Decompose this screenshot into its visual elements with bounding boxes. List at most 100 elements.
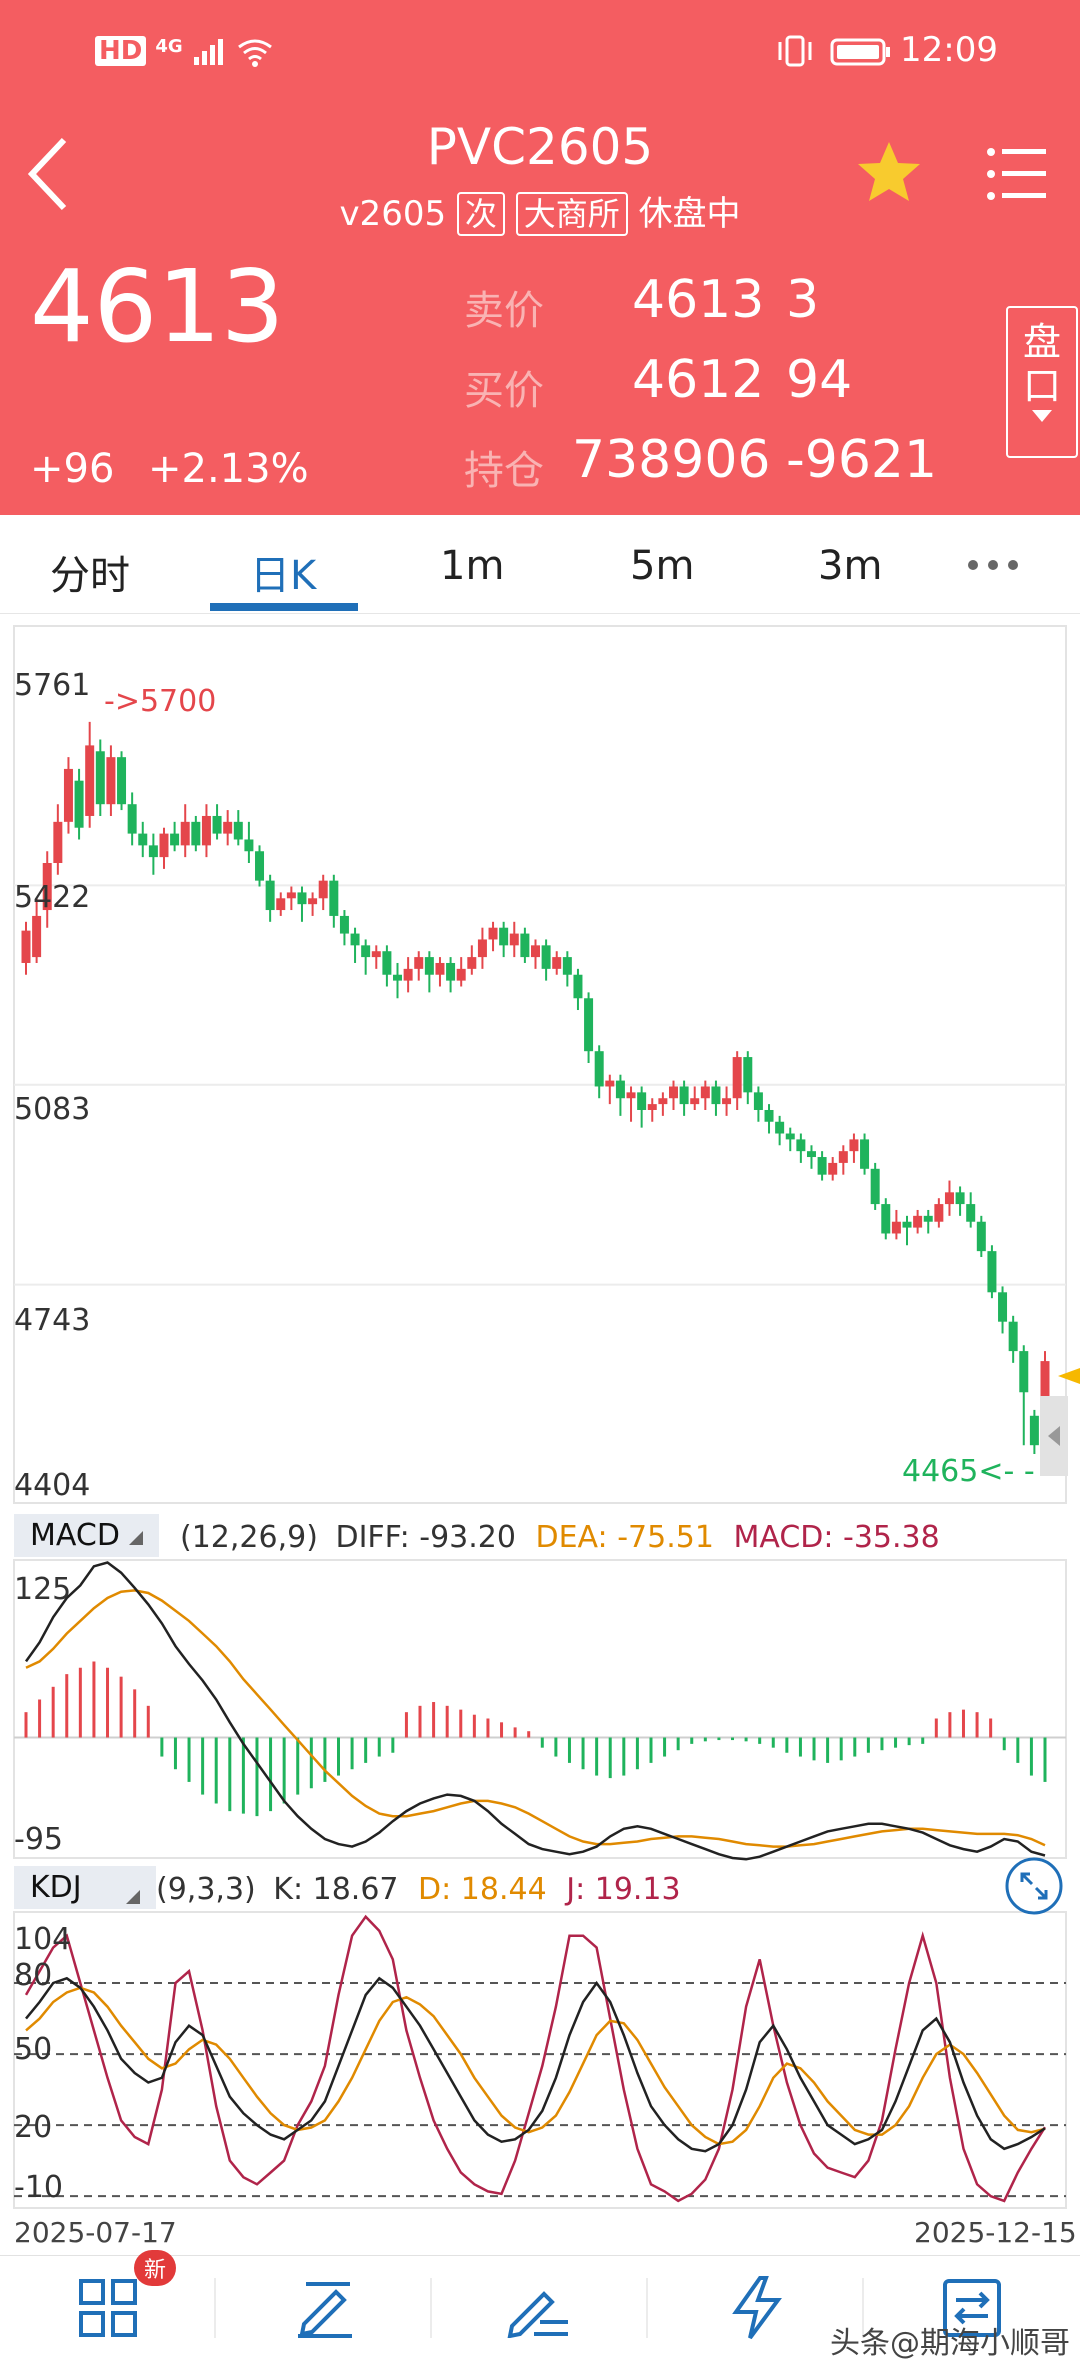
candle-body xyxy=(647,1104,657,1110)
candle-body xyxy=(796,1139,806,1152)
quote-header: HD 4G 12:09 PVC2605 v2605 次 大商所 xyxy=(0,0,1080,515)
switch-contract-button[interactable] xyxy=(942,2278,1002,2342)
bid-price: 4612 xyxy=(632,350,765,410)
bid-volume: 94 xyxy=(786,350,853,410)
candle-body xyxy=(955,1192,965,1205)
kdj-tick-label: 20 xyxy=(14,2110,53,2145)
macd-indicator-selector[interactable]: MACD xyxy=(14,1514,160,1557)
swap-icon xyxy=(943,2279,1001,2337)
apps-button[interactable] xyxy=(78,2278,138,2342)
candle-body xyxy=(477,939,487,958)
candle-body xyxy=(159,833,169,858)
kdj-k: K: 18.67 xyxy=(273,1872,399,1907)
macd-value: MACD: -35.38 xyxy=(733,1520,940,1555)
candle-body xyxy=(361,945,371,958)
candle-body xyxy=(584,998,594,1052)
candle-body xyxy=(594,1051,604,1087)
corner-triangle-icon xyxy=(126,1890,140,1904)
lightning-icon xyxy=(732,2276,782,2340)
kdj-tick-label: -10 xyxy=(14,2170,63,2205)
price-chart[interactable] xyxy=(13,625,1080,1504)
candle-body xyxy=(106,757,116,805)
network-icons: HD 4G xyxy=(95,36,275,67)
candle-body xyxy=(244,839,254,852)
candle-body xyxy=(753,1092,763,1110)
candle-body xyxy=(499,927,509,946)
flash-trade-button[interactable] xyxy=(730,2276,784,2344)
candle-body xyxy=(902,1221,912,1228)
kdj-values: (9,3,3) K: 18.67 D: 18.44 J: 19.13 xyxy=(156,1872,681,1907)
candle-body xyxy=(170,833,180,846)
candle-body xyxy=(42,863,52,911)
ask-volume: 3 xyxy=(786,270,820,330)
more-periods-button[interactable] xyxy=(966,557,1020,576)
corner-triangle-icon xyxy=(129,1531,144,1545)
tab-3m[interactable]: 3m xyxy=(818,543,883,589)
candle-body xyxy=(849,1139,859,1152)
candle-body xyxy=(95,751,105,805)
tab-daily-k[interactable]: 日K xyxy=(250,553,317,599)
kdj-frame xyxy=(13,1911,1067,2209)
kdj-tick-label: 104 xyxy=(14,1922,72,1957)
candle-body xyxy=(626,1092,636,1099)
fullscreen-button[interactable] xyxy=(1004,1856,1064,1920)
candle-body xyxy=(350,933,360,946)
kdj-indicator-selector[interactable]: KDJ xyxy=(14,1866,156,1909)
depth-button[interactable]: 盘口 xyxy=(1006,306,1078,458)
candle-body xyxy=(637,1092,647,1110)
candle-body xyxy=(148,845,158,858)
candle-body xyxy=(775,1121,785,1134)
order-button[interactable] xyxy=(506,2278,572,2342)
candle-body xyxy=(393,974,403,981)
candle-body xyxy=(817,1157,827,1175)
macd-tick-label: -95 xyxy=(14,1822,63,1857)
bid-label: 买价 xyxy=(464,368,544,414)
tab-1m[interactable]: 1m xyxy=(440,543,505,589)
candle-body xyxy=(690,1098,700,1105)
high-marker: ->5700 xyxy=(104,684,217,719)
back-button[interactable] xyxy=(24,134,74,218)
candle-body xyxy=(467,957,477,969)
candle-body xyxy=(658,1098,668,1105)
candle-body xyxy=(297,892,307,905)
candle-body xyxy=(509,933,519,946)
low-marker: 4465<- - xyxy=(902,1454,1035,1489)
favorite-button[interactable] xyxy=(856,140,922,208)
candle-body xyxy=(276,898,286,911)
candle-body xyxy=(382,951,392,975)
candle-body xyxy=(32,915,42,958)
candle-body xyxy=(531,945,540,958)
candle-body xyxy=(700,1086,710,1099)
macd-params: (12,26,9) xyxy=(180,1520,318,1555)
candle-body xyxy=(21,930,31,963)
candle-body xyxy=(838,1151,848,1163)
kdj-tick-label: 50 xyxy=(14,2032,53,2067)
candle-body xyxy=(1008,1321,1018,1352)
candle-body xyxy=(233,821,243,840)
macd-dea: DEA: -75.51 xyxy=(535,1520,714,1555)
candle-body xyxy=(870,1168,880,1205)
contract-info: v2605 次 大商所 休盘中 xyxy=(0,186,1080,236)
active-tab-indicator xyxy=(210,603,358,611)
candle-body xyxy=(63,768,73,822)
menu-icon xyxy=(987,148,1046,200)
macd-chart[interactable] xyxy=(13,1559,1067,1861)
candle-body xyxy=(541,945,551,969)
tab-intraday[interactable]: 分时 xyxy=(50,553,130,599)
start-date: 2025-07-17 xyxy=(14,2216,177,2249)
menu-button[interactable] xyxy=(986,146,1048,206)
candle-body xyxy=(53,821,63,864)
candle-body xyxy=(201,815,211,846)
candle-body xyxy=(223,821,233,834)
draw-line-button[interactable] xyxy=(294,2278,356,2342)
vibrate-icon xyxy=(775,34,815,77)
grid-icon xyxy=(79,2279,137,2337)
tab-5m[interactable]: 5m xyxy=(630,543,695,589)
contract-code: v2605 xyxy=(339,194,447,234)
page-title: PVC2605 xyxy=(426,118,654,176)
candle-body xyxy=(966,1204,976,1222)
back-arrow-icon xyxy=(27,137,67,211)
candle-body xyxy=(679,1086,689,1105)
kdj-chart[interactable] xyxy=(13,1911,1067,2209)
kdj-tick-label: 80 xyxy=(14,1958,53,1993)
